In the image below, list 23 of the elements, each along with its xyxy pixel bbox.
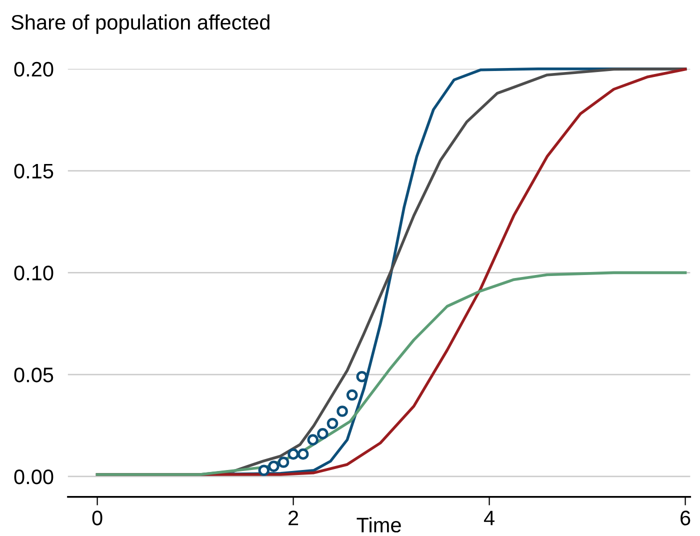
point — [258, 464, 270, 476]
y-tick-label: 0.00 — [14, 469, 54, 484]
point — [297, 448, 309, 460]
y-tick-label: 0.10 — [14, 266, 54, 280]
x-tick-label: 6 — [680, 510, 690, 526]
point — [317, 428, 328, 440]
y-axis-title: Share of population affected — [11, 14, 270, 34]
y-tick-label: 0.20 — [14, 62, 54, 77]
point — [346, 389, 358, 401]
x-axis-title: Time — [356, 517, 401, 532]
x-tick-label: 2 — [288, 510, 298, 526]
point — [288, 448, 299, 460]
point — [326, 418, 338, 430]
x-tick-label: 0 — [92, 510, 102, 526]
x-tick-label: 4 — [484, 510, 494, 526]
y-tick-label: 0.15 — [14, 164, 54, 179]
y-tick-label: 0.05 — [14, 368, 54, 382]
point — [268, 460, 280, 472]
line-series — [96, 271, 687, 476]
point — [307, 434, 319, 446]
point — [356, 370, 368, 382]
point — [278, 456, 290, 468]
point — [336, 406, 348, 417]
